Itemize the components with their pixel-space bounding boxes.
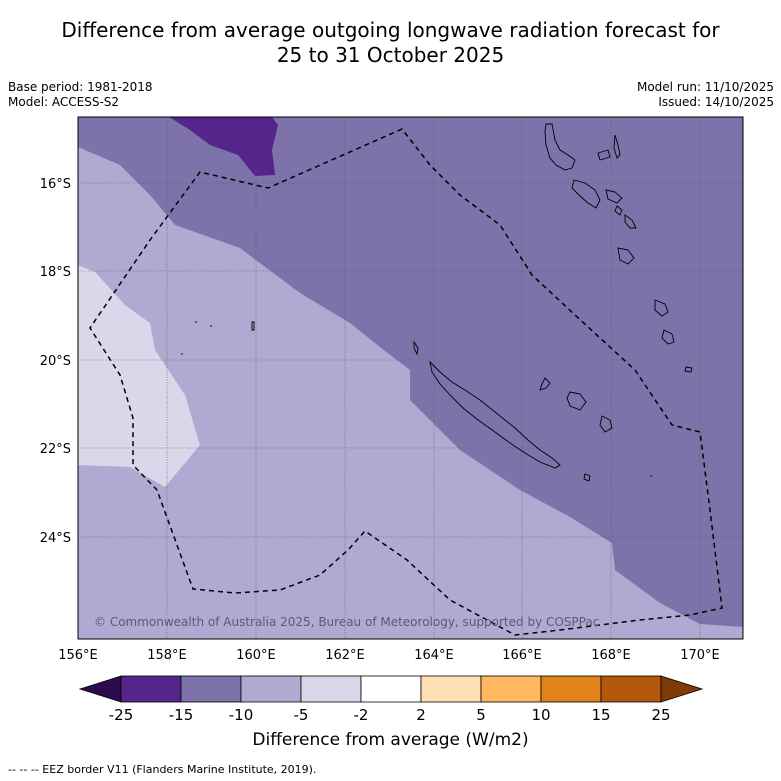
colorbar-label: 15 [591, 706, 610, 724]
x-tick-170e: 170°E [680, 648, 720, 663]
islands-vanuatu [544, 123, 693, 373]
x-tick-162e: 162°E [325, 648, 365, 663]
y-tick-16s: 16°S [40, 177, 71, 192]
region-anomaly-minus5-to-minus2 [78, 265, 200, 487]
y-tick-24s: 24°S [40, 531, 71, 546]
islands-new-caledonia [413, 340, 613, 482]
x-tick-160e: 160°E [236, 648, 276, 663]
x-tick-166e: 166°E [502, 648, 542, 663]
x-tick-168e: 168°E [591, 648, 631, 663]
colorbar-bin-10-to-15 [540, 675, 602, 703]
colorbar-bin-minus25-to-minus15 [120, 675, 182, 703]
eez-footnote: -- -- -- EEZ border V11 (Flanders Marine… [8, 763, 317, 776]
colorbar-labels: -25 -15 -10 -5 -2 2 5 10 15 25 [109, 706, 671, 724]
islands-small [181, 321, 652, 477]
colorbar-label: 5 [476, 706, 486, 724]
colorbar-label: -15 [169, 706, 194, 724]
eez-border [89, 128, 723, 636]
colorbar-label: -5 [294, 706, 309, 724]
base-period: Base period: 1981-2018 [8, 80, 153, 94]
y-tick-18s: 18°S [40, 265, 71, 280]
colorbar-label: 2 [416, 706, 426, 724]
model-run: Model run: 11/10/2025 [636, 80, 774, 94]
colorbar [78, 675, 704, 703]
region-anomaly-minus25-to-minus15 [169, 117, 278, 176]
x-tick-158e: 158°E [147, 648, 187, 663]
issued-date: Issued: 14/10/2025 [658, 95, 774, 109]
meta-right: Model run: 11/10/2025 Issued: 14/10/2025 [637, 80, 774, 110]
colorbar-label: -25 [109, 706, 134, 724]
colorbar-label: -10 [229, 706, 254, 724]
copyright-notice: © Commonwealth of Australia 2025, Bureau… [94, 615, 599, 629]
colorbar-bin-5-to-10 [480, 675, 542, 703]
colorbar-label: -2 [354, 706, 369, 724]
colorbar-bin-15-to-25 [600, 675, 662, 703]
colorbar-low-arrow [78, 675, 122, 703]
x-axis: 156°E 158°E 160°E 162°E 164°E 166°E 168°… [58, 648, 720, 663]
colorbar-bin-minus5-to-minus2 [300, 675, 362, 703]
model-name: Model: ACCESS-S2 [8, 95, 120, 109]
colorbar-bin-minus2-to-2 [360, 675, 422, 703]
y-tick-22s: 22°S [40, 442, 71, 457]
colorbar-label: 25 [651, 706, 670, 724]
colorbar-label: 10 [531, 706, 550, 724]
x-tick-164e: 164°E [414, 648, 454, 663]
colorbar-title: Difference from average (W/m2) [252, 730, 529, 750]
map-plot-area: © Commonwealth of Australia 2025, Bureau… [78, 117, 743, 639]
map-frame [77, 116, 744, 640]
map-title: Difference from average outgoing longwav… [0, 18, 781, 68]
meta-left: Base period: 1981-2018 Model: ACCESS-S2 [8, 80, 153, 110]
colorbar-bin-minus10-to-minus5 [240, 675, 302, 703]
colorbar-high-arrow [660, 675, 704, 703]
title-line-2: 25 to 31 October 2025 [276, 43, 505, 67]
x-tick-156e: 156°E [58, 648, 98, 663]
colorbar-bin-2-to-5 [420, 675, 482, 703]
title-line-1: Difference from average outgoing longwav… [61, 18, 720, 42]
y-axis: 16°S 18°S 20°S 22°S 24°S [40, 177, 71, 546]
y-tick-20s: 20°S [40, 354, 71, 369]
region-anomaly-minus15-to-minus10 [78, 117, 743, 627]
colorbar-bin-minus15-to-minus10 [180, 675, 242, 703]
